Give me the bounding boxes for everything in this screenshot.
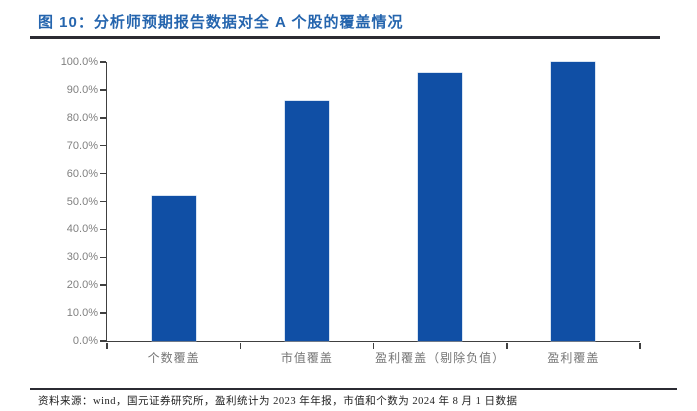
- y-axis-tick: [99, 117, 106, 119]
- x-axis-label: 盈利覆盖（剔除负值）: [375, 351, 506, 365]
- figure-title: 图 10：分析师预期报告数据对全 A 个股的覆盖情况: [38, 14, 404, 31]
- y-axis-tick: [99, 340, 106, 342]
- y-axis-tick: [99, 256, 106, 259]
- x-axis-tick: [372, 342, 375, 349]
- y-axis-tick: [99, 200, 106, 203]
- y-axis-tick: [99, 144, 106, 147]
- x-axis-tick: [106, 342, 108, 349]
- y-axis-label: 10.0%: [66, 307, 98, 320]
- y-axis-tick: [99, 89, 106, 91]
- y-axis-tick: [99, 284, 106, 286]
- bar-盈利覆盖: [551, 62, 596, 341]
- y-axis-tick: [99, 61, 106, 63]
- y-axis-tick: [99, 312, 106, 314]
- y-axis-label: 70.0%: [66, 139, 98, 152]
- y-axis-label: 90.0%: [66, 83, 98, 96]
- x-axis-tick: [639, 342, 641, 349]
- y-axis-tick: [99, 228, 106, 231]
- title-divider: [30, 36, 660, 39]
- x-axis-label: 盈利覆盖: [547, 351, 600, 365]
- x-axis-label: 市值覆盖: [280, 351, 333, 365]
- y-axis-label: 30.0%: [66, 251, 98, 264]
- y-axis-label: 60.0%: [66, 167, 98, 180]
- y-axis-label: 50.0%: [66, 195, 98, 208]
- bar-市值覆盖: [284, 101, 329, 341]
- y-axis-label: 0.0%: [72, 335, 98, 347]
- plot-area: 0.0% 10.0% 20.0% 30.0% 40.0% 50.0% 60.0% 70.0% 8…: [61, 56, 641, 365]
- y-axis-label: 20.0%: [66, 279, 98, 292]
- y-axis-label: 100.0%: [60, 56, 98, 68]
- footer-divider: [30, 388, 677, 390]
- y-axis-label: 40.0%: [66, 223, 98, 236]
- y-axis-tick: [99, 172, 106, 175]
- y-axis-label: 80.0%: [66, 111, 98, 124]
- bar-个数覆盖: [151, 195, 196, 341]
- x-axis-tick: [239, 342, 241, 349]
- x-axis-label: 个数覆盖: [147, 351, 200, 365]
- bar-盈利覆盖（剔除负值）: [418, 73, 463, 341]
- source-note: 资料来源：wind，国元证券研究所，盈利统计为 2023 年年报，市值和个数为 …: [38, 396, 518, 407]
- x-axis-tick: [506, 342, 508, 349]
